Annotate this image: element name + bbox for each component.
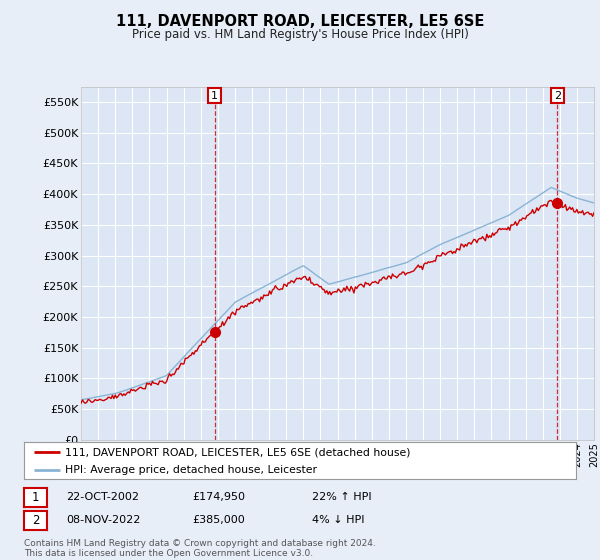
Text: 2: 2 (32, 514, 39, 527)
Text: 08-NOV-2022: 08-NOV-2022 (66, 515, 140, 525)
Text: £174,950: £174,950 (192, 492, 245, 502)
Text: 22% ↑ HPI: 22% ↑ HPI (312, 492, 371, 502)
Text: 1: 1 (32, 491, 39, 504)
Text: 1: 1 (211, 91, 218, 101)
Text: Price paid vs. HM Land Registry's House Price Index (HPI): Price paid vs. HM Land Registry's House … (131, 28, 469, 41)
Text: 4% ↓ HPI: 4% ↓ HPI (312, 515, 365, 525)
Text: £385,000: £385,000 (192, 515, 245, 525)
Text: Contains HM Land Registry data © Crown copyright and database right 2024.
This d: Contains HM Land Registry data © Crown c… (24, 539, 376, 558)
Text: 111, DAVENPORT ROAD, LEICESTER, LE5 6SE: 111, DAVENPORT ROAD, LEICESTER, LE5 6SE (116, 14, 484, 29)
Text: 22-OCT-2002: 22-OCT-2002 (66, 492, 139, 502)
Text: 2: 2 (554, 91, 561, 101)
Text: HPI: Average price, detached house, Leicester: HPI: Average price, detached house, Leic… (65, 465, 317, 475)
Text: 111, DAVENPORT ROAD, LEICESTER, LE5 6SE (detached house): 111, DAVENPORT ROAD, LEICESTER, LE5 6SE … (65, 447, 411, 457)
